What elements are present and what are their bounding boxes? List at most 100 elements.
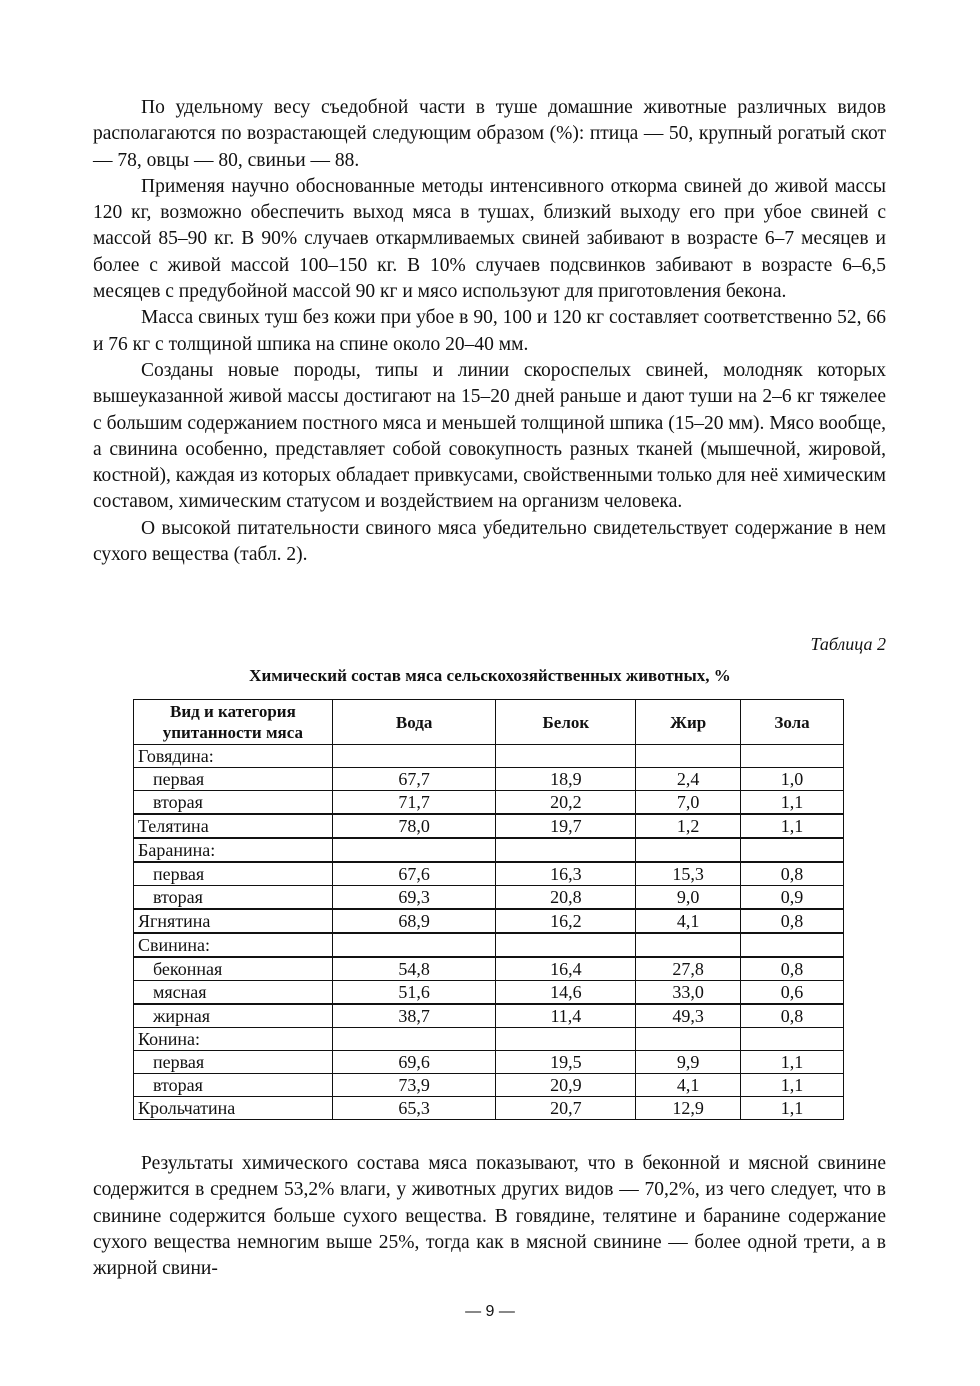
row-label: вторая — [133, 790, 333, 815]
value-cell: 20,7 — [495, 1096, 637, 1120]
value-cell — [331, 1027, 497, 1051]
value-cell: 0,8 — [740, 908, 844, 934]
value-cell: 65,3 — [331, 1096, 497, 1120]
row-label: жирная — [133, 1003, 333, 1028]
value-cell — [635, 837, 742, 863]
value-cell: 0,9 — [740, 885, 844, 910]
value-cell — [635, 932, 742, 958]
row-label: вторая — [133, 885, 333, 910]
value-cell: 1,1 — [740, 1096, 844, 1120]
table-header-row: Вид и категория упитанности мяса Вода Бе… — [133, 699, 844, 745]
value-cell — [495, 932, 637, 958]
value-cell: 27,8 — [635, 956, 742, 981]
table-row: первая 67,6 16,3 15,3 0,8 — [133, 861, 844, 886]
table-row: первая 69,6 19,5 9,9 1,1 — [133, 1050, 844, 1074]
value-cell: 19,7 — [495, 813, 637, 839]
paragraph: Созданы новые породы, типы и линии скоро… — [93, 359, 886, 513]
header-cell: Жир — [635, 699, 742, 745]
value-cell: 1,1 — [740, 1050, 844, 1074]
value-cell: 14,6 — [495, 980, 637, 1005]
paragraph: Применяя научно обоснованные методы инте… — [93, 175, 886, 303]
value-cell — [495, 1027, 637, 1051]
value-cell: 12,9 — [635, 1096, 742, 1120]
paragraph: Масса свиных туш без кожи при убое в 90,… — [93, 307, 886, 355]
value-cell — [740, 744, 844, 768]
value-cell: 1,2 — [635, 813, 742, 839]
value-cell: 1,1 — [740, 790, 844, 815]
row-label: Телятина — [133, 813, 333, 839]
value-cell: 7,0 — [635, 790, 742, 815]
value-cell: 69,3 — [331, 885, 497, 910]
body-text-bottom: Результаты химического состава мяса пока… — [93, 1151, 886, 1282]
value-cell: 0,8 — [740, 1003, 844, 1028]
body-text-top: По удельному весу съедобной части в туше… — [93, 95, 886, 568]
paragraph: Результаты химического состава мяса пока… — [93, 1153, 886, 1280]
value-cell — [635, 1027, 742, 1051]
value-cell: 71,7 — [331, 790, 497, 815]
table-row: мясная 51,6 14,6 33,0 0,6 — [133, 980, 844, 1005]
value-cell: 68,9 — [331, 908, 497, 934]
row-label: первая — [133, 1050, 333, 1074]
row-label: мясная — [133, 980, 333, 1005]
value-cell: 51,6 — [331, 980, 497, 1005]
row-label: первая — [133, 861, 333, 886]
value-cell: 15,3 — [635, 861, 742, 886]
value-cell: 0,6 — [740, 980, 844, 1005]
value-cell: 20,8 — [495, 885, 637, 910]
value-cell: 18,9 — [495, 767, 637, 791]
table-row: Ягнятина 68,9 16,2 4,1 0,8 — [133, 908, 844, 934]
row-label: Ягнятина — [133, 908, 333, 934]
value-cell: 73,9 — [331, 1073, 497, 1097]
value-cell: 69,6 — [331, 1050, 497, 1074]
value-cell — [495, 837, 637, 863]
table-row: вторая 73,9 20,9 4,1 1,1 — [133, 1073, 844, 1097]
value-cell: 33,0 — [635, 980, 742, 1005]
value-cell: 0,8 — [740, 956, 844, 981]
value-cell: 20,2 — [495, 790, 637, 815]
value-cell: 0,8 — [740, 861, 844, 886]
value-cell: 9,0 — [635, 885, 742, 910]
value-cell: 1,1 — [740, 1073, 844, 1097]
value-cell: 9,9 — [635, 1050, 742, 1074]
value-cell: 49,3 — [635, 1003, 742, 1028]
value-cell: 4,1 — [635, 908, 742, 934]
value-cell: 16,4 — [495, 956, 637, 981]
value-cell — [331, 932, 497, 958]
value-cell: 38,7 — [331, 1003, 497, 1028]
header-cell: Белок — [495, 699, 637, 745]
value-cell — [495, 744, 637, 768]
value-cell: 16,3 — [495, 861, 637, 886]
value-cell — [331, 837, 497, 863]
table-row: Конина: — [133, 1027, 844, 1051]
row-label: вторая — [133, 1073, 333, 1097]
value-cell: 19,5 — [495, 1050, 637, 1074]
value-cell: 54,8 — [331, 956, 497, 981]
value-cell: 1,1 — [740, 813, 844, 839]
table-label: Таблица 2 — [810, 634, 886, 654]
table-row: Баранина: — [133, 837, 844, 863]
table-row: вторая 71,7 20,2 7,0 1,1 — [133, 790, 844, 815]
table-row: первая 67,7 18,9 2,4 1,0 — [133, 767, 844, 791]
composition-table: Вид и категория упитанности мяса Вода Бе… — [133, 699, 844, 1120]
row-label: Крольчатина — [133, 1096, 333, 1120]
row-label: первая — [133, 767, 333, 791]
table-title: Химический состав мяса сельскохозяйствен… — [249, 666, 731, 685]
value-cell: 16,2 — [495, 908, 637, 934]
value-cell: 67,6 — [331, 861, 497, 886]
value-cell — [331, 744, 497, 768]
value-cell: 20,9 — [495, 1073, 637, 1097]
paragraph: По удельному весу съедобной части в туше… — [93, 97, 886, 171]
table-row: беконная 54,8 16,4 27,8 0,8 — [133, 956, 844, 981]
table-row: Телятина 78,0 19,7 1,2 1,1 — [133, 813, 844, 839]
value-cell: 4,1 — [635, 1073, 742, 1097]
value-cell: 11,4 — [495, 1003, 637, 1028]
table-row: Крольчатина 65,3 20,7 12,9 1,1 — [133, 1096, 844, 1120]
value-cell: 78,0 — [331, 813, 497, 839]
row-label: Баранина: — [133, 837, 333, 863]
page-number: — 9 — — [465, 1303, 515, 1320]
value-cell: 67,7 — [331, 767, 497, 791]
row-label: Говядина: — [133, 744, 333, 768]
value-cell: 1,0 — [740, 767, 844, 791]
value-cell: 2,4 — [635, 767, 742, 791]
header-cell: Вода — [331, 699, 497, 745]
